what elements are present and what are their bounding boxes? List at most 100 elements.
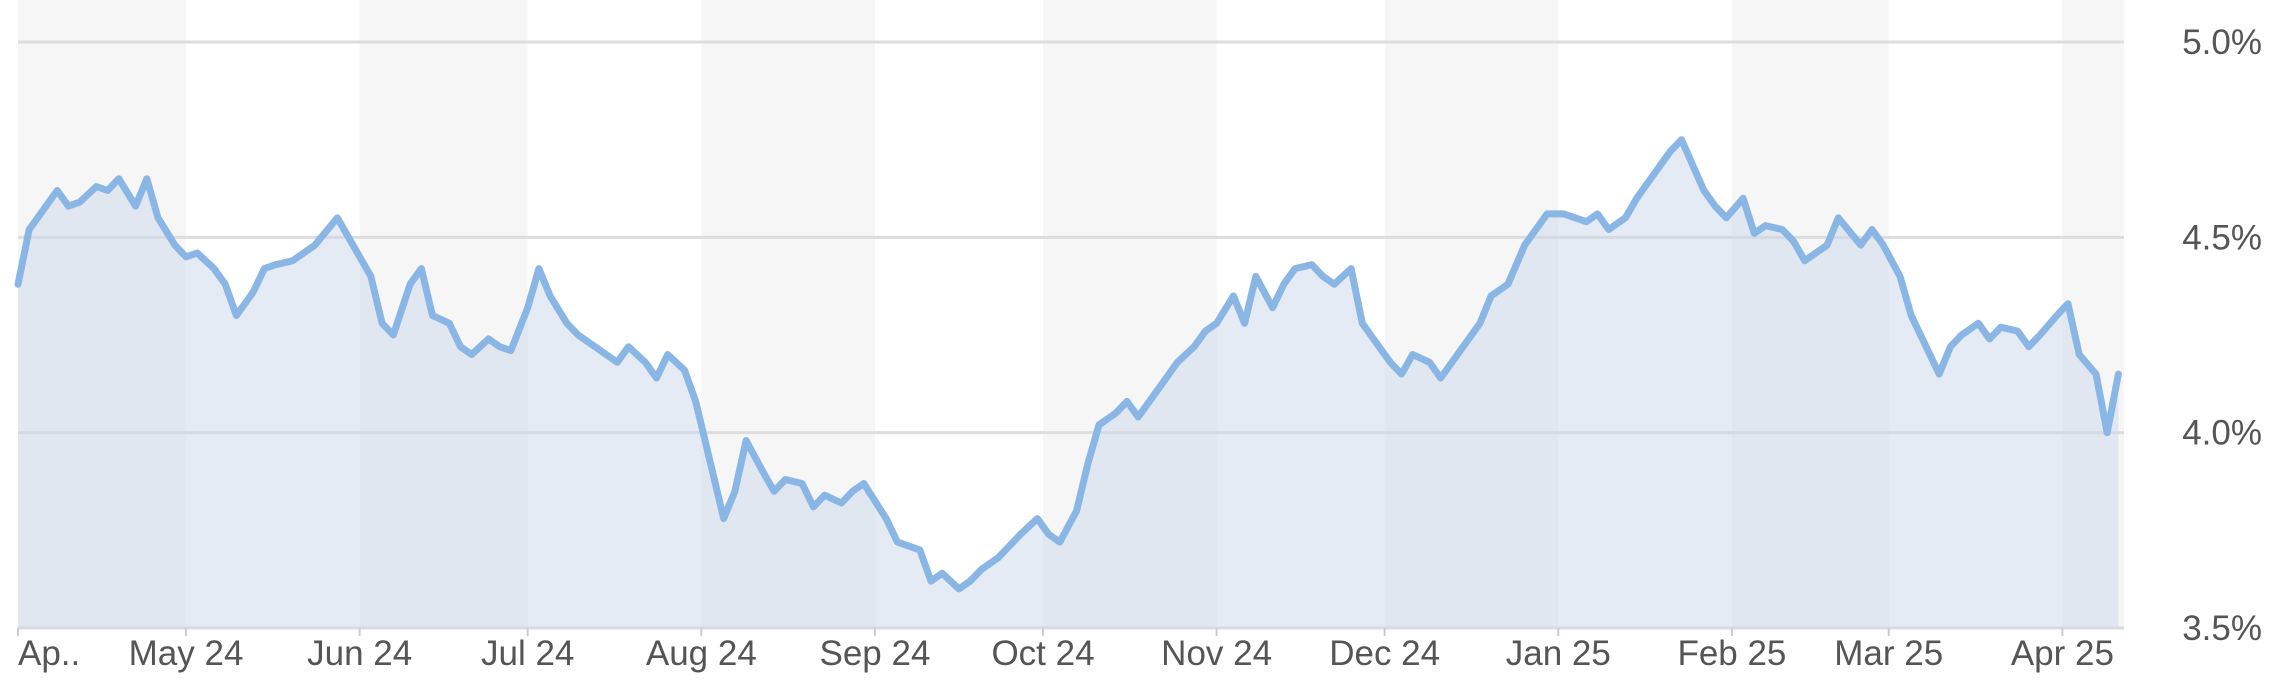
data-point (743, 437, 749, 443)
data-point (1791, 238, 1797, 244)
x-tick-label: Aug 24 (646, 634, 757, 673)
data-point (1270, 305, 1276, 311)
data-point (978, 566, 984, 572)
data-point (1174, 359, 1180, 365)
data-point (418, 266, 424, 272)
data-point (183, 254, 189, 260)
data-point (1387, 359, 1393, 365)
data-point (1606, 227, 1612, 233)
data-point (1779, 227, 1785, 233)
data-point (1309, 262, 1315, 268)
data-point (1645, 180, 1651, 186)
data-point (222, 281, 228, 287)
data-point (407, 281, 413, 287)
data-point (1331, 281, 1337, 287)
data-point (626, 344, 632, 350)
data-point (1701, 187, 1707, 193)
data-point (1230, 293, 1236, 299)
data-point (956, 586, 962, 592)
x-tick-label: Sep 24 (819, 634, 930, 673)
data-point (2093, 371, 2099, 377)
data-point (1987, 336, 1993, 342)
data-point (1320, 273, 1326, 279)
x-tick-label: Apr 25 (2011, 634, 2114, 673)
data-point (2104, 430, 2110, 436)
data-point (2076, 352, 2082, 358)
data-point (1544, 211, 1550, 217)
data-point (1505, 281, 1511, 287)
data-point (497, 344, 503, 350)
data-point (760, 469, 766, 475)
data-point (2015, 328, 2021, 334)
data-point (782, 477, 788, 483)
x-tick-label: Jul 24 (481, 634, 574, 673)
data-point (1046, 531, 1052, 537)
data-point (1191, 344, 1197, 350)
data-point (273, 262, 279, 268)
data-point (54, 187, 60, 193)
data-point (894, 539, 900, 545)
data-point (1242, 320, 1248, 326)
data-point (928, 578, 934, 584)
data-point (1057, 539, 1063, 545)
data-point (547, 293, 553, 299)
x-axis-ticks: Ap.. May 24 Jun 24 Jul 24 Aug 24 Sep 24 Oct 24… (17, 628, 2114, 673)
data-point (614, 359, 620, 365)
data-point (312, 242, 318, 248)
data-point (1085, 461, 1091, 467)
data-point (1034, 516, 1040, 522)
data-point (1802, 258, 1808, 264)
data-point (1074, 508, 1080, 514)
data-point (2054, 312, 2060, 318)
data-point (1410, 352, 1416, 358)
data-point (301, 250, 307, 256)
y-tick-label: 3.5% (2182, 609, 2262, 648)
data-point (883, 516, 889, 522)
data-point (1006, 543, 1012, 549)
x-tick-label: Jun 24 (307, 634, 412, 673)
data-point (693, 398, 699, 404)
series-line (14, 136, 2122, 593)
data-point (1466, 336, 1472, 342)
data-point (1712, 203, 1718, 209)
data-point (105, 187, 111, 193)
data-point (1723, 215, 1729, 221)
data-point (575, 332, 581, 338)
data-point (1751, 230, 1757, 236)
data-point (1449, 359, 1455, 365)
data-point (810, 504, 816, 510)
data-point (967, 578, 973, 584)
data-point (1998, 324, 2004, 330)
data-point (77, 199, 83, 205)
data-point (642, 359, 648, 365)
y-axis-ticks: 3.5% 4.0% 4.5% 5.0% (2182, 23, 2262, 648)
data-point (1869, 227, 1875, 233)
data-point (368, 273, 374, 279)
x-tick-label: Ap.. (18, 634, 80, 673)
data-point (446, 320, 452, 326)
data-point (564, 320, 570, 326)
data-point (654, 375, 660, 381)
x-tick-label: Nov 24 (1161, 634, 1272, 673)
data-point (1135, 414, 1141, 420)
data-point (1163, 375, 1169, 381)
data-point (995, 555, 1001, 561)
data-point (939, 570, 945, 576)
data-point (133, 203, 139, 209)
data-point (65, 203, 71, 209)
data-point (289, 258, 295, 264)
data-point (861, 480, 867, 486)
data-point (2037, 332, 2043, 338)
data-point (1634, 195, 1640, 201)
data-point (155, 215, 161, 221)
data-point (682, 367, 688, 373)
data-point (665, 352, 671, 358)
data-point (194, 250, 200, 256)
data-point (469, 352, 475, 358)
data-point (771, 488, 777, 494)
data-point (917, 547, 923, 553)
data-point (211, 266, 217, 272)
data-point (1113, 410, 1119, 416)
data-point (1919, 336, 1925, 342)
